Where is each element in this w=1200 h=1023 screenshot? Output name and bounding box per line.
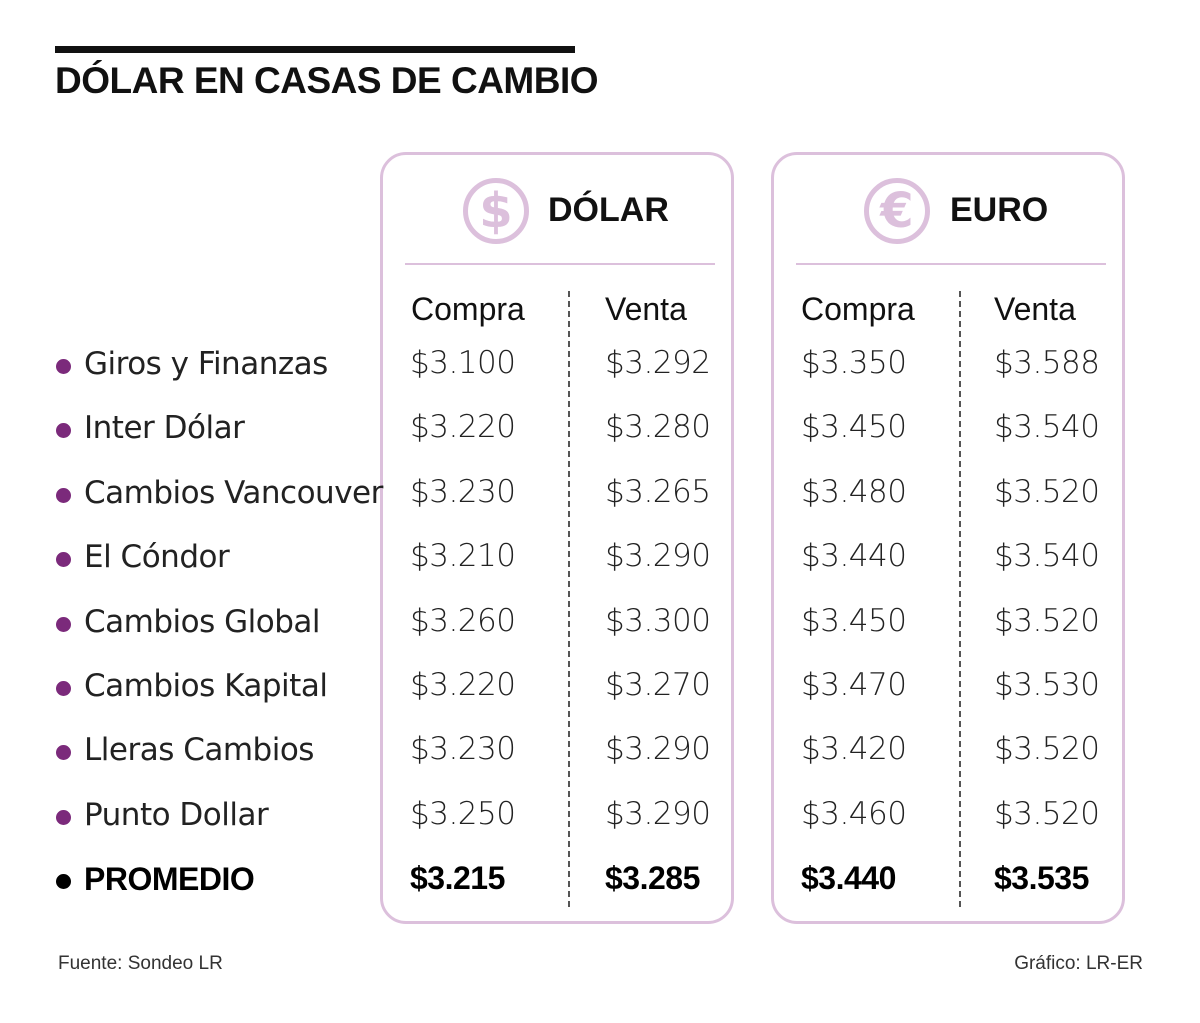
eur-venta-value: $3.520	[994, 795, 1100, 832]
exchange-house-name: Cambios Vancouver	[84, 474, 383, 511]
usd-venta-value: $3.270	[605, 667, 711, 703]
usd-compra-value: $3.260	[410, 602, 516, 639]
eur-compra-value: $3.470	[801, 667, 907, 703]
usd-compra-value: $3.250	[410, 795, 516, 832]
bullet	[56, 616, 71, 632]
divider	[405, 263, 715, 265]
bullet	[56, 359, 71, 374]
bullet	[56, 874, 71, 890]
euro-panel: € EURO Compra Venta	[771, 152, 1125, 924]
eur-venta-value: $3.520	[994, 473, 1100, 510]
bullet	[56, 423, 71, 439]
exchange-house-name: Giros y Finanzas	[84, 346, 328, 382]
usd-venta-value: $3.290	[605, 731, 711, 768]
bullet	[56, 552, 71, 568]
divider	[796, 263, 1106, 265]
source-note: Fuente: Sondeo LR	[58, 953, 223, 974]
dollar-panel: $ DÓLAR Compra Venta	[380, 152, 734, 924]
eur-venta-value: $3.535	[994, 860, 1089, 897]
usd-compra-value: $3.215	[410, 860, 505, 897]
average-label: PROMEDIO	[84, 861, 255, 898]
column-divider	[568, 291, 570, 907]
eur-compra-value: $3.350	[801, 345, 907, 381]
dollar-panel-title: DÓLAR	[548, 191, 669, 229]
eur-compra-value: $3.420	[801, 731, 907, 768]
page-title: DÓLAR EN CASAS DE CAMBIO	[55, 60, 599, 101]
dollar-circle-icon: $	[463, 178, 529, 244]
eur-compra-value: $3.450	[801, 409, 907, 446]
usd-compra-value: $3.230	[410, 473, 516, 510]
usd-compra-value: $3.210	[410, 538, 516, 575]
usd-venta-value: $3.265	[605, 473, 711, 510]
usd-venta-value: $3.292	[605, 345, 711, 381]
euro-circle-icon: €	[864, 178, 930, 244]
usd-venta-value: $3.280	[605, 409, 711, 446]
usd-venta-value: $3.300	[605, 602, 711, 639]
exchange-house-name: Cambios Kapital	[84, 668, 328, 704]
credit-note: Gráfico: LR-ER	[1014, 953, 1143, 974]
eur-venta-value: $3.520	[994, 602, 1100, 639]
dollar-compra-header: Compra	[411, 291, 525, 327]
exchange-house-name: Punto Dollar	[84, 796, 269, 833]
eur-compra-value: $3.440	[801, 538, 907, 575]
exchange-house-name: El Cóndor	[84, 539, 230, 576]
eur-compra-value: $3.460	[801, 795, 907, 832]
usd-compra-value: $3.230	[410, 731, 516, 768]
eur-compra-value: $3.480	[801, 473, 907, 510]
usd-venta-value: $3.285	[605, 860, 700, 897]
euro-venta-header: Venta	[994, 291, 1076, 327]
usd-compra-value: $3.220	[410, 667, 516, 703]
euro-panel-title: EURO	[950, 191, 1049, 229]
euro-compra-header: Compra	[801, 291, 915, 327]
usd-venta-value: $3.290	[605, 795, 711, 832]
eur-venta-value: $3.530	[994, 667, 1100, 703]
exchange-house-name: Inter Dólar	[84, 410, 245, 447]
column-divider	[959, 291, 961, 907]
eur-venta-value: $3.520	[994, 731, 1100, 768]
exchange-house-name: Lleras Cambios	[84, 732, 314, 769]
title-bar	[55, 46, 575, 53]
usd-venta-value: $3.290	[605, 538, 711, 575]
bullet	[56, 487, 71, 503]
eur-compra-value: $3.440	[801, 860, 896, 897]
eur-venta-value: $3.540	[994, 409, 1100, 446]
bullet	[56, 809, 71, 825]
dollar-venta-header: Venta	[605, 291, 687, 327]
usd-compra-value: $3.100	[410, 345, 516, 381]
bullet	[56, 681, 71, 696]
exchange-house-name: Cambios Global	[84, 603, 321, 640]
eur-compra-value: $3.450	[801, 602, 907, 639]
eur-venta-value: $3.588	[994, 345, 1100, 381]
eur-venta-value: $3.540	[994, 538, 1100, 575]
bullet	[56, 745, 71, 761]
usd-compra-value: $3.220	[410, 409, 516, 446]
